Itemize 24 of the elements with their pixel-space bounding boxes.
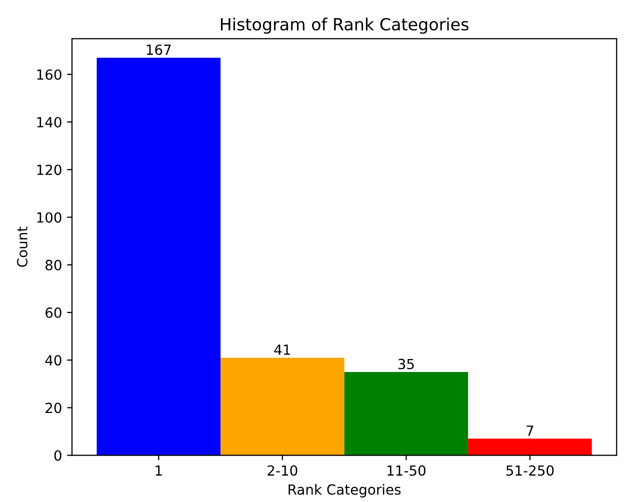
bar <box>468 438 592 456</box>
x-tick-label: 1 <box>156 465 162 476</box>
y-tick-label: 40 <box>45 355 62 366</box>
y-tick-label: 140 <box>37 116 62 128</box>
bar <box>96 58 221 456</box>
y-tick-label: 80 <box>46 260 62 270</box>
data-label: 167 <box>146 44 171 56</box>
chart-title: Histogram of Rank Categories <box>220 18 468 34</box>
bar <box>344 372 468 456</box>
data-label: 7 <box>526 426 534 436</box>
data-label: 35 <box>398 358 414 370</box>
y-tick-label: 0 <box>54 450 62 461</box>
x-tick-label: 2-10 <box>268 465 298 476</box>
y-tick-label: 60 <box>46 307 62 318</box>
x-tick-label: 11-50 <box>388 465 426 476</box>
data-label: 41 <box>274 344 290 355</box>
y-axis-title: Count <box>17 226 28 267</box>
x-axis-title: Rank Categories <box>288 484 401 498</box>
y-tick-label: 120 <box>37 164 62 176</box>
x-tick-label: 51-250 <box>506 465 554 476</box>
y-tick-label: 20 <box>46 402 62 414</box>
y-tick-label: 100 <box>37 212 62 223</box>
bar <box>220 358 344 456</box>
y-tick-label: 160 <box>37 69 62 80</box>
